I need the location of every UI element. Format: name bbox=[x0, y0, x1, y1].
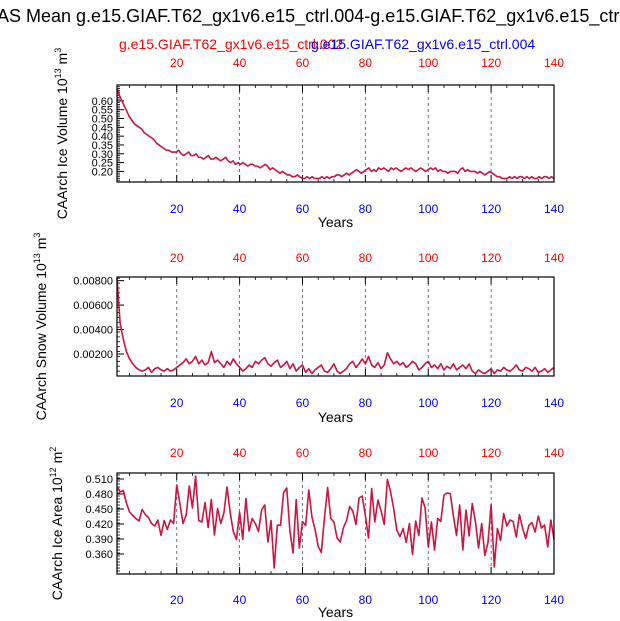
chart2-xtick-label-bottom: 60 bbox=[296, 396, 310, 410]
legend-entry-ctrl-002: g.e15.GIAF.T62_gx1v6.e15_ctrl.002 bbox=[119, 36, 344, 52]
chart2-xaxis-label: Years bbox=[318, 409, 353, 425]
chart3-plot-frame bbox=[116, 472, 555, 575]
chart2-xtick-label-bottom: 40 bbox=[233, 396, 247, 410]
chart3-ytick-label: 0.480 bbox=[85, 489, 113, 501]
chart1-xtick-label-top: 120 bbox=[481, 56, 501, 70]
chart2-xtick-label-top: 120 bbox=[481, 251, 501, 265]
legend: g.e15.GIAF.T62_gx1v6.e15_ctrl.002 g.e15.… bbox=[0, 36, 620, 54]
chart1-ytick-label: 0.45 bbox=[92, 122, 113, 134]
chart3-yaxis-label-unit: m bbox=[49, 452, 65, 468]
chart3-xtick-label-bottom: 100 bbox=[418, 593, 438, 607]
chart3-yaxis-label-text: CAArch Ice Area 10 bbox=[49, 477, 65, 600]
chart1-xtick-label-bottom: 140 bbox=[544, 202, 564, 216]
chart3-xtick-label-top: 80 bbox=[359, 446, 373, 460]
chart1-yaxis-label-exponent: 13 bbox=[53, 68, 63, 78]
chart2-xtick-label-bottom: 120 bbox=[481, 396, 501, 410]
chart1-xtick-label-bottom: 60 bbox=[296, 202, 310, 216]
page-title: AS Mean g.e15.GIAF.T62_gx1v6.e15_ctrl.00… bbox=[0, 6, 620, 32]
chart2-xtick-label-top: 100 bbox=[418, 251, 438, 265]
chart3-xtick-label-bottom: 60 bbox=[296, 593, 310, 607]
chart2-plot-frame bbox=[116, 276, 555, 377]
chart1-yaxis-label: CAArch Ice Volume 1013 m3 bbox=[53, 48, 70, 219]
chart1-yaxis-label-unit: m bbox=[54, 53, 70, 69]
chart1-plot-frame bbox=[116, 84, 555, 183]
chart3-xtick-label-bottom: 120 bbox=[481, 593, 501, 607]
chart2-yaxis-label: CAArch Snow Volume 1013 m3 bbox=[32, 233, 49, 421]
chart1-yaxis-label-unit-exponent: 3 bbox=[53, 48, 63, 53]
chart2-xtick-label-top: 20 bbox=[170, 251, 184, 265]
chart2-yaxis-label-unit: m bbox=[33, 238, 49, 254]
chart3-xtick-label-top: 140 bbox=[544, 446, 564, 460]
chart2-xtick-label-top: 60 bbox=[296, 251, 310, 265]
chart3-yaxis-label: CAArch Ice Area 1012 m2 bbox=[48, 447, 65, 601]
chart2-xtick-label-bottom: 20 bbox=[170, 396, 184, 410]
chart1-xtick-label-top: 100 bbox=[418, 56, 438, 70]
legend-entry-ctrl-004: g.e15.GIAF.T62_gx1v6.e15_ctrl.004 bbox=[311, 36, 536, 52]
chart1-xtick-label-top: 20 bbox=[170, 56, 184, 70]
chart3-xtick-label-bottom: 40 bbox=[233, 593, 247, 607]
chart1-xtick-label-top: 80 bbox=[359, 56, 373, 70]
chart2-yaxis-label-text: CAArch Snow Volume 10 bbox=[33, 263, 49, 420]
chart3-xtick-label-top: 120 bbox=[481, 446, 501, 460]
chart3-ytick-label: 0.510 bbox=[85, 474, 113, 486]
chart2-xtick-label-bottom: 100 bbox=[418, 396, 438, 410]
chart3-xtick-label-bottom: 80 bbox=[359, 593, 373, 607]
chart3-xtick-label-top: 20 bbox=[170, 446, 184, 460]
chart2-yaxis-label-unit-exponent: 3 bbox=[32, 233, 42, 238]
chart2-ytick-label: 0.00800 bbox=[73, 276, 113, 288]
chart1-ytick-label: 0.35 bbox=[92, 140, 113, 152]
chart3-ytick-label: 0.450 bbox=[85, 504, 113, 516]
chart3-series-line bbox=[116, 475, 555, 569]
page-title-text: AS Mean g.e15.GIAF.T62_gx1v6.e15_ctrl.00… bbox=[0, 6, 620, 26]
chart3-ytick-label: 0.360 bbox=[85, 549, 113, 561]
chart1-ytick-label: 0.40 bbox=[92, 131, 113, 143]
chart1-xtick-label-bottom: 100 bbox=[418, 202, 438, 216]
chart1-xtick-label-top: 40 bbox=[233, 56, 247, 70]
chart1-ytick-label: 0.55 bbox=[92, 105, 113, 117]
chart2-xtick-label-top: 40 bbox=[233, 251, 247, 265]
chart1-xtick-label-top: 60 bbox=[296, 56, 310, 70]
chart1-ytick-label: 0.50 bbox=[92, 114, 113, 126]
chart3-xtick-label-bottom: 140 bbox=[544, 593, 564, 607]
chart1-ytick-label: 0.20 bbox=[92, 166, 113, 178]
chart3-xtick-label-top: 100 bbox=[418, 446, 438, 460]
chart1-xtick-label-bottom: 80 bbox=[359, 202, 373, 216]
chart1-ytick-label: 0.30 bbox=[92, 149, 113, 161]
chart3-xaxis-label: Years bbox=[318, 604, 353, 620]
chart1-xtick-label-bottom: 40 bbox=[233, 202, 247, 216]
chart1-xtick-label-bottom: 120 bbox=[481, 202, 501, 216]
chart2-xtick-label-top: 140 bbox=[544, 251, 564, 265]
chart3-xtick-label-top: 60 bbox=[296, 446, 310, 460]
chart1-xtick-label-bottom: 20 bbox=[170, 202, 184, 216]
chart2-ytick-label: 0.00200 bbox=[73, 349, 113, 361]
chart2-ytick-label: 0.00600 bbox=[73, 300, 113, 312]
chart1-ytick-label: 0.60 bbox=[92, 96, 113, 108]
chart3-ytick-label: 0.390 bbox=[85, 534, 113, 546]
chart2-xtick-label-bottom: 80 bbox=[359, 396, 373, 410]
chart2-yaxis-label-exponent: 13 bbox=[32, 253, 42, 263]
chart2-xtick-label-top: 80 bbox=[359, 251, 373, 265]
chart1-xaxis-label: Years bbox=[318, 214, 353, 230]
chart3-yaxis-label-unit-exponent: 2 bbox=[48, 447, 58, 452]
chart2-ytick-label: 0.00400 bbox=[73, 325, 113, 337]
chart3-xtick-label-bottom: 20 bbox=[170, 593, 184, 607]
chart2-xtick-label-bottom: 140 bbox=[544, 396, 564, 410]
chart3-ytick-label: 0.420 bbox=[85, 519, 113, 531]
chart3-yaxis-label-exponent: 12 bbox=[48, 467, 58, 477]
chart2-series-line bbox=[116, 278, 555, 375]
chart1-yaxis-label-text: CAArch Ice Volume 10 bbox=[54, 78, 70, 219]
chart1-series-line bbox=[116, 88, 555, 180]
chart3-xtick-label-top: 40 bbox=[233, 446, 247, 460]
chart1-ytick-label: 0.25 bbox=[92, 158, 113, 170]
chart1-xtick-label-top: 140 bbox=[544, 56, 564, 70]
